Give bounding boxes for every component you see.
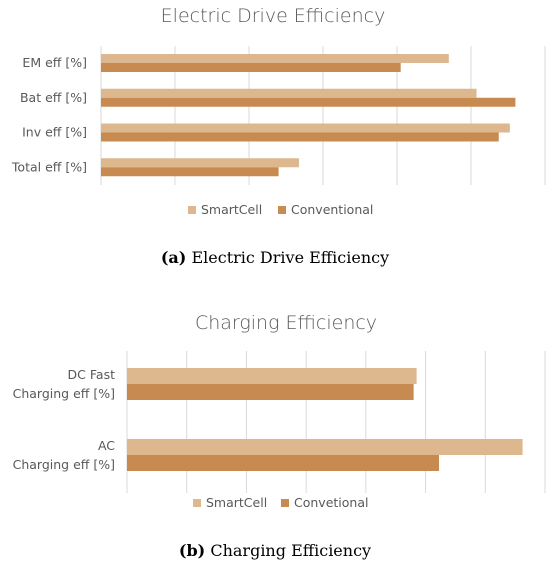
caption-a-label: (a) [160, 248, 187, 267]
chart-a-legend-swatch-0 [188, 206, 196, 214]
caption-b-label: (b) [178, 541, 206, 560]
chart-b-category-label: DC Fast Charging eff [%] [13, 367, 115, 401]
chart-a-category-label: Bat eff [%] [20, 90, 87, 105]
chart-a-legend-label-0: SmartCell [201, 202, 262, 217]
chart-b-bar-smartcell-1 [127, 439, 523, 455]
caption-b-text: Charging Efficiency [205, 541, 372, 560]
chart-a-legend-label-1: Conventional [291, 202, 373, 217]
chart-a-bar-smartcell-3 [101, 158, 299, 168]
chart-a-category-label: Total eff [%] [11, 159, 87, 174]
chart-b-title: Charging Efficiency [195, 312, 377, 334]
chart-b-bar-smartcell-0 [127, 368, 417, 384]
chart-a-bar-conventional-1 [101, 97, 516, 107]
chart-b: Charging Efficiency DC Fast Charging eff [… [13, 312, 546, 510]
chart-a-category-label: Inv eff [%] [22, 125, 87, 140]
chart-a-bar-smartcell-0 [101, 54, 449, 63]
chart-a-category-label: EM eff [%] [22, 55, 87, 70]
chart-a-bar-conventional-3 [101, 167, 279, 177]
caption-a-text: Electric Drive Efficiency [186, 248, 390, 267]
chart-b-bar-conventional-1 [127, 455, 440, 471]
chart-a-bar-smartcell-1 [101, 88, 477, 98]
chart-b-legend-label-1: Convetional [294, 495, 368, 510]
chart-a-title: Electric Drive Efficiency [161, 5, 386, 27]
chart-a-bar-smartcell-2 [101, 123, 510, 133]
chart-b-legend-label-0: SmartCell [206, 495, 267, 510]
chart-b-category-label: AC Charging eff [%] [13, 438, 116, 472]
chart-a-legend-swatch-1 [278, 206, 286, 214]
chart-a-bar-conventional-0 [101, 63, 401, 72]
chart-b-legend-swatch-0 [193, 499, 201, 507]
caption-a: (a) Electric Drive Efficiency [0, 248, 550, 267]
caption-b: (b) Charging Efficiency [0, 541, 550, 560]
chart-b-bar-conventional-0 [127, 384, 414, 400]
chart-b-legend-swatch-1 [281, 499, 289, 507]
chart-a-bar-conventional-2 [101, 132, 499, 142]
chart-a: Electric Drive Efficiency EM eff [%] Bat e… [11, 5, 546, 217]
